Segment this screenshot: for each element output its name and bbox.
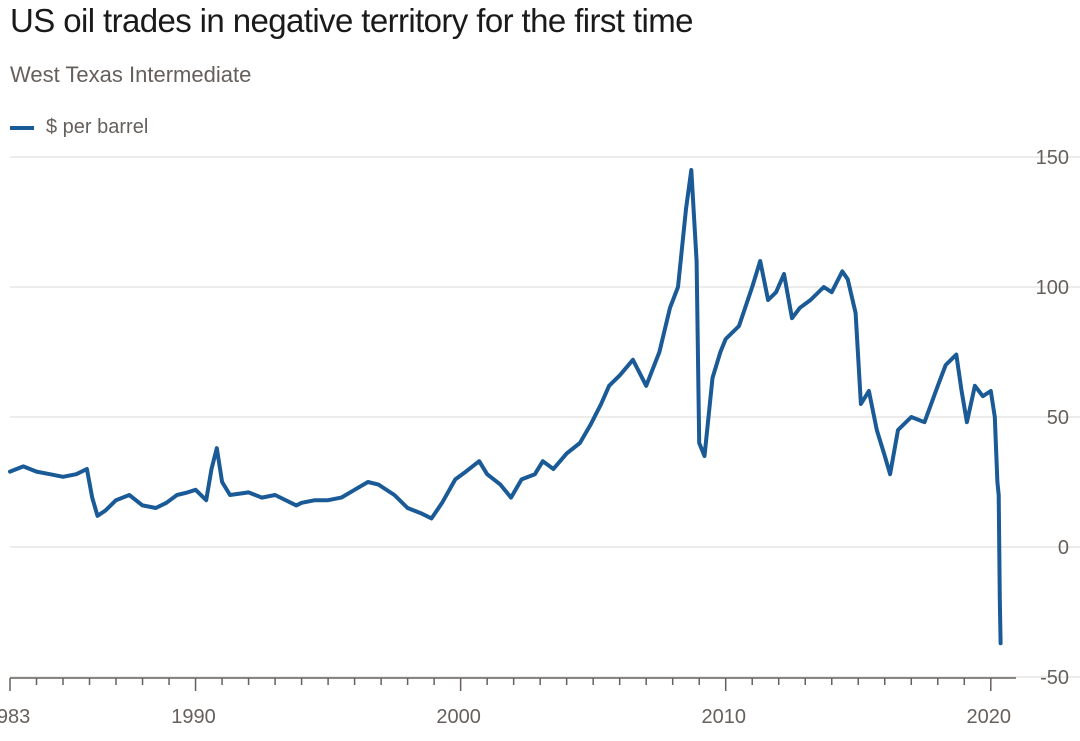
chart-title: US oil trades in negative territory for … [10,2,693,39]
y-tick-label: 100 [1036,277,1069,299]
x-axis: 1983 1990 2000 2010 2020 [0,677,1016,728]
x-tick-label: 2020 [967,706,1012,728]
x-tick-label: 2010 [701,706,746,728]
y-tick-labels: 150 100 50 0 -50 [1036,147,1069,689]
grid-lines [10,156,1080,678]
x-tick-label: 1983 [0,706,30,728]
chart-subtitle: West Texas Intermediate [10,62,252,87]
x-tick-label: 1990 [171,706,216,728]
series-group [8,168,1003,646]
series-line-0 [8,168,1003,646]
x-tick-label: 2000 [436,706,481,728]
y-tick-label: 50 [1047,407,1069,429]
legend-label: $ per barrel [46,116,149,138]
y-tick-label: 0 [1058,537,1069,559]
y-tick-label: 150 [1036,147,1069,169]
legend-swatch [10,125,34,130]
y-tick-label: -50 [1040,667,1069,689]
chart-legend: $ per barrel [10,116,148,139]
